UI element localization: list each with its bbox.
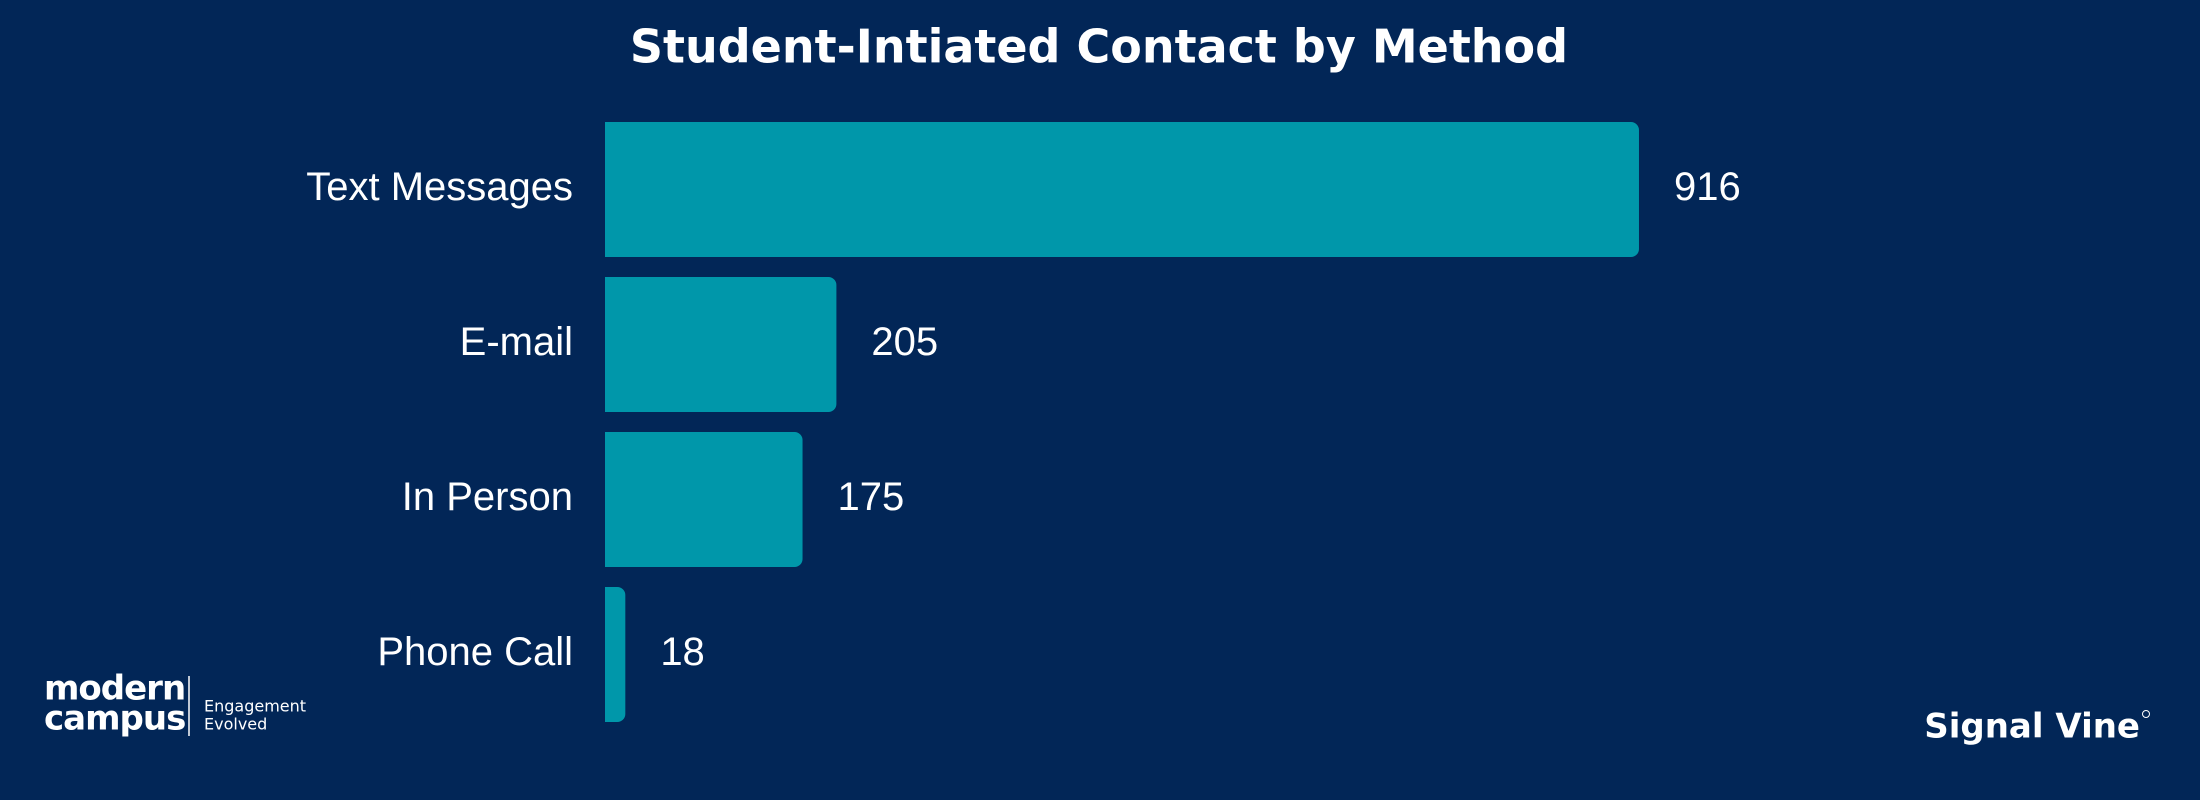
category-label: Phone Call <box>377 630 573 674</box>
logo-text: campus <box>44 699 185 739</box>
chart-title: Student-Intiated Contact by Method <box>630 20 1568 74</box>
value-label: 175 <box>838 475 905 519</box>
value-label: 18 <box>660 630 705 674</box>
logo-text: Signal Vine <box>1924 707 2140 747</box>
bar-left-edge <box>605 432 613 567</box>
category-label: In Person <box>402 475 573 519</box>
logo-text: modern <box>44 669 185 709</box>
bar-left-edge <box>605 122 613 257</box>
bar <box>605 122 1639 257</box>
registered-mark <box>2142 710 2150 718</box>
bar <box>605 277 837 412</box>
value-label: 205 <box>871 320 938 364</box>
bar-left-edge <box>605 587 613 722</box>
logo-tagline: Engagement <box>204 697 306 716</box>
logo-tagline: Evolved <box>204 715 267 734</box>
category-label: E-mail <box>460 320 573 364</box>
bar-left-edge <box>605 277 613 412</box>
value-label: 916 <box>1674 165 1741 209</box>
category-label: Text Messages <box>306 165 573 209</box>
bar <box>605 432 803 567</box>
